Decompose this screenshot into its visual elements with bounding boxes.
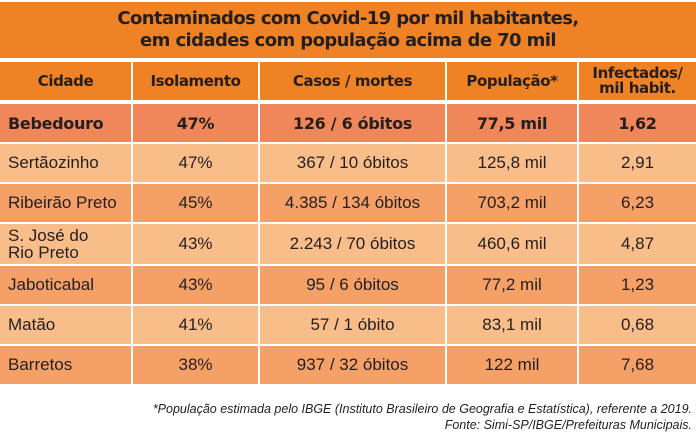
cell-cidade: Bebedouro bbox=[0, 100, 133, 144]
table-row: Jaboticabal 43% 95 / 6 óbitos 77,2 mil 1,23 bbox=[0, 264, 696, 306]
table-row: Sertãozinho 47% 367 / 10 óbitos 125,8 mil 2,… bbox=[0, 142, 696, 184]
cell-cidade: Barretos bbox=[0, 344, 133, 386]
cell-cidade: Matão bbox=[0, 304, 133, 346]
cell-infectados: 0,68 bbox=[577, 304, 696, 346]
table-row: Bebedouro 47% 126 / 6 óbitos 77,5 mil 1,62 bbox=[0, 100, 696, 144]
cell-cidade: S. José do Rio Preto bbox=[0, 222, 133, 266]
header-infectados-line1: Infectados/ bbox=[592, 64, 683, 82]
cell-infectados: 7,68 bbox=[577, 344, 696, 386]
table-row: Matão 41% 57 / 1 óbito 83,1 mil 0,68 bbox=[0, 304, 696, 346]
cell-isolamento: 45% bbox=[131, 182, 260, 224]
covid-table: Cidade Isolamento Casos / mortes Populaç… bbox=[0, 60, 696, 386]
cell-infectados: 1,62 bbox=[577, 100, 696, 144]
cell-populacao: 122 mil bbox=[445, 344, 579, 386]
title-line-2: em cidades com população acima de 70 mil bbox=[140, 30, 556, 51]
table-row: S. José do Rio Preto 43% 2.243 / 70 óbitos 4… bbox=[0, 222, 696, 266]
cell-casos: 367 / 10 óbitos bbox=[258, 142, 447, 184]
cell-cidade: Ribeirão Preto bbox=[0, 182, 133, 224]
footnote: *População estimada pelo IBGE (Instituto… bbox=[153, 401, 692, 433]
table-row: Barretos 38% 937 / 32 óbitos 122 mil 7,68 bbox=[0, 344, 696, 386]
cell-populacao: 77,5 mil bbox=[445, 100, 579, 144]
header-infectados-line2: mil habit. bbox=[599, 79, 676, 97]
cell-populacao: 703,2 mil bbox=[445, 182, 579, 224]
cell-isolamento: 47% bbox=[131, 100, 260, 144]
cell-isolamento: 38% bbox=[131, 344, 260, 386]
header-infectados: Infectados/mil habit. bbox=[577, 60, 696, 103]
cell-isolamento: 41% bbox=[131, 304, 260, 346]
cell-casos: 57 / 1 óbito bbox=[258, 304, 447, 346]
cell-casos: 4.385 / 134 óbitos bbox=[258, 182, 447, 224]
cell-populacao: 125,8 mil bbox=[445, 142, 579, 184]
table-title: Contaminados com Covid-19 por mil habita… bbox=[0, 2, 696, 58]
header-row: Cidade Isolamento Casos / mortes Populaç… bbox=[0, 60, 696, 103]
city-line-1: S. José do bbox=[8, 226, 89, 245]
title-line-1: Contaminados com Covid-19 por mil habita… bbox=[117, 8, 579, 29]
cell-casos: 2.243 / 70 óbitos bbox=[258, 222, 447, 266]
cell-infectados: 4,87 bbox=[577, 222, 696, 266]
cell-populacao: 77,2 mil bbox=[445, 264, 579, 306]
header-isolamento: Isolamento bbox=[131, 60, 260, 103]
cell-isolamento: 43% bbox=[131, 264, 260, 306]
table-row: Ribeirão Preto 45% 4.385 / 134 óbitos 703,2… bbox=[0, 182, 696, 224]
footnote-source: Fonte: Simi-SP/IBGE/Prefeituras Municipa… bbox=[444, 418, 692, 432]
cell-infectados: 2,91 bbox=[577, 142, 696, 184]
cell-casos: 95 / 6 óbitos bbox=[258, 264, 447, 306]
footnote-population: *População estimada pelo IBGE (Instituto… bbox=[152, 402, 692, 416]
cell-casos: 126 / 6 óbitos bbox=[258, 100, 447, 144]
header-casos: Casos / mortes bbox=[258, 60, 447, 103]
cell-infectados: 6,23 bbox=[577, 182, 696, 224]
header-cidade: Cidade bbox=[0, 60, 133, 103]
cell-cidade: Jaboticabal bbox=[0, 264, 133, 306]
cell-infectados: 1,23 bbox=[577, 264, 696, 306]
cell-casos: 937 / 32 óbitos bbox=[258, 344, 447, 386]
cell-isolamento: 47% bbox=[131, 142, 260, 184]
city-line-2: Rio Preto bbox=[8, 243, 79, 262]
cell-isolamento: 43% bbox=[131, 222, 260, 266]
header-populacao: População* bbox=[445, 60, 579, 103]
cell-cidade: Sertãozinho bbox=[0, 142, 133, 184]
cell-populacao: 83,1 mil bbox=[445, 304, 579, 346]
cell-populacao: 460,6 mil bbox=[445, 222, 579, 266]
